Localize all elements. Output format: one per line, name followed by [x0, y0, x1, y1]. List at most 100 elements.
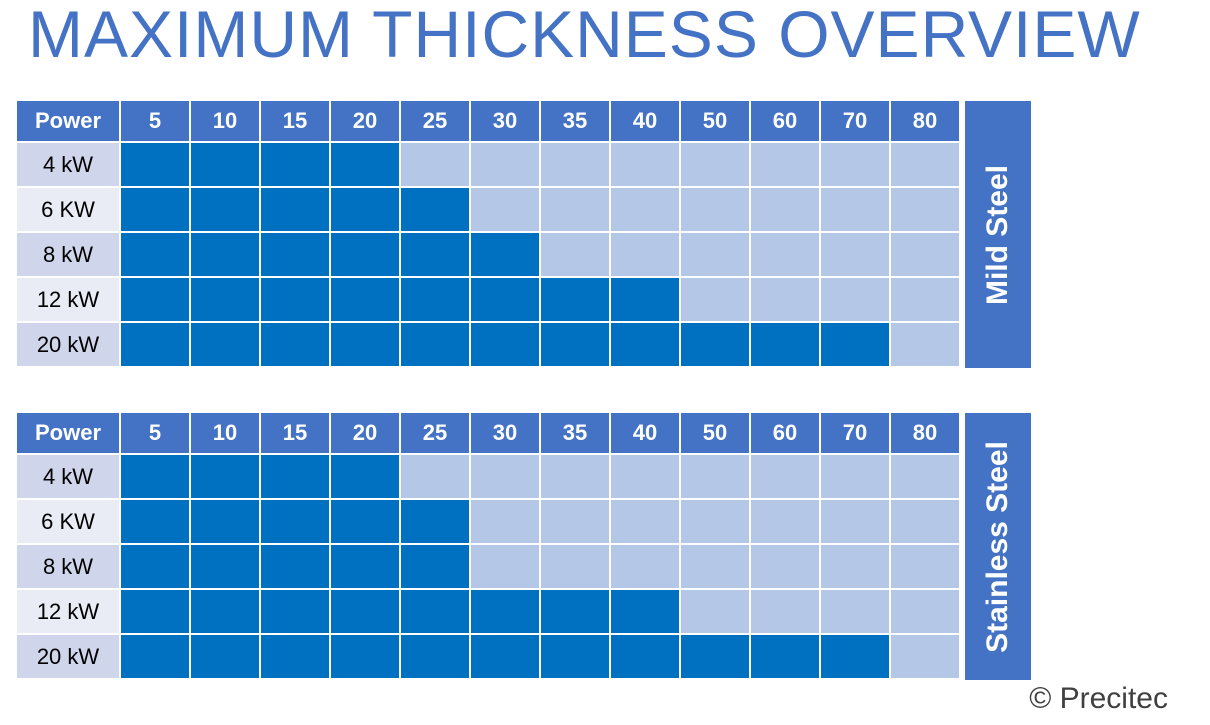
thickness-cell: [541, 500, 611, 545]
thickness-cell: [401, 278, 471, 323]
thickness-cell: [261, 278, 331, 323]
thickness-cell: [611, 143, 681, 188]
thickness-cell: [331, 455, 401, 500]
thickness-cell: [541, 188, 611, 233]
thickness-cell: [821, 500, 891, 545]
thickness-cell: [751, 455, 821, 500]
thickness-cell: [121, 500, 191, 545]
thickness-cell: [471, 323, 541, 368]
column-header: 35: [541, 101, 611, 143]
thickness-cell: [611, 635, 681, 680]
thickness-cell: [821, 143, 891, 188]
row-label: 20 kW: [17, 323, 121, 368]
thickness-cell: [751, 323, 821, 368]
thickness-cell: [121, 188, 191, 233]
material-label-box: Mild Steel: [965, 101, 1031, 368]
material-label: Mild Steel: [981, 164, 1014, 305]
thickness-cell: [611, 545, 681, 590]
column-header: 50: [681, 413, 751, 455]
thickness-cell: [191, 500, 261, 545]
thickness-cell: [891, 143, 961, 188]
thickness-cell: [821, 455, 891, 500]
column-header: 35: [541, 413, 611, 455]
thickness-cell: [821, 233, 891, 278]
thickness-cell: [891, 500, 961, 545]
thickness-cell: [121, 545, 191, 590]
thickness-cell: [751, 233, 821, 278]
thickness-cell: [401, 323, 471, 368]
thickness-cell: [191, 278, 261, 323]
thickness-cell: [751, 188, 821, 233]
thickness-cell: [401, 143, 471, 188]
thickness-cell: [121, 590, 191, 635]
thickness-cell: [261, 233, 331, 278]
column-header: 5: [121, 101, 191, 143]
thickness-cell: [331, 590, 401, 635]
thickness-cell: [681, 500, 751, 545]
thickness-cell: [751, 590, 821, 635]
row-label: 12 kW: [17, 590, 121, 635]
thickness-cell: [541, 545, 611, 590]
thickness-cell: [261, 455, 331, 500]
row-label: 20 kW: [17, 635, 121, 680]
thickness-cell: [541, 455, 611, 500]
thickness-cell: [191, 545, 261, 590]
column-header: 5: [121, 413, 191, 455]
thickness-cell: [681, 590, 751, 635]
thickness-cell: [261, 635, 331, 680]
thickness-cell: [681, 545, 751, 590]
thickness-cell: [401, 545, 471, 590]
thickness-cell: [891, 545, 961, 590]
thickness-cell: [751, 635, 821, 680]
thickness-cell: [611, 233, 681, 278]
thickness-cell: [121, 323, 191, 368]
column-header: 20: [331, 101, 401, 143]
column-header: 30: [471, 413, 541, 455]
thickness-cell: [681, 635, 751, 680]
column-header: 40: [611, 101, 681, 143]
column-header: 80: [891, 101, 961, 143]
thickness-cell: [541, 143, 611, 188]
row-label: 8 kW: [17, 233, 121, 278]
thickness-cell: [191, 233, 261, 278]
column-header: 15: [261, 413, 331, 455]
header-cell: Power: [17, 413, 121, 455]
thickness-cell: [401, 500, 471, 545]
thickness-cell: [191, 635, 261, 680]
row-label: 4 kW: [17, 455, 121, 500]
thickness-cell: [541, 278, 611, 323]
row-label: 8 kW: [17, 545, 121, 590]
row-label: 6 KW: [17, 188, 121, 233]
column-header: 50: [681, 101, 751, 143]
thickness-cell: [611, 590, 681, 635]
thickness-cell: [331, 143, 401, 188]
thickness-cell: [191, 143, 261, 188]
column-header: 10: [191, 413, 261, 455]
thickness-cell: [891, 233, 961, 278]
column-header: 10: [191, 101, 261, 143]
thickness-cell: [891, 278, 961, 323]
thickness-cell: [471, 278, 541, 323]
thickness-cell: [471, 545, 541, 590]
copyright: © Precitec: [1029, 682, 1168, 715]
column-header: 60: [751, 101, 821, 143]
thickness-cell: [891, 188, 961, 233]
header-cell: Power: [17, 101, 121, 143]
thickness-cell: [541, 590, 611, 635]
thickness-cell: [821, 635, 891, 680]
page-title: MAXIMUM THICKNESS OVERVIEW: [28, 0, 1141, 71]
thickness-cell: [821, 545, 891, 590]
thickness-cell: [331, 233, 401, 278]
thickness-cell: [121, 233, 191, 278]
thickness-cell: [331, 278, 401, 323]
thickness-cell: [191, 590, 261, 635]
thickness-cell: [191, 188, 261, 233]
row-label: 12 kW: [17, 278, 121, 323]
thickness-cell: [611, 188, 681, 233]
thickness-cell: [541, 233, 611, 278]
column-header: 20: [331, 413, 401, 455]
thickness-cell: [471, 233, 541, 278]
thickness-cell: [471, 143, 541, 188]
thickness-cell: [121, 143, 191, 188]
